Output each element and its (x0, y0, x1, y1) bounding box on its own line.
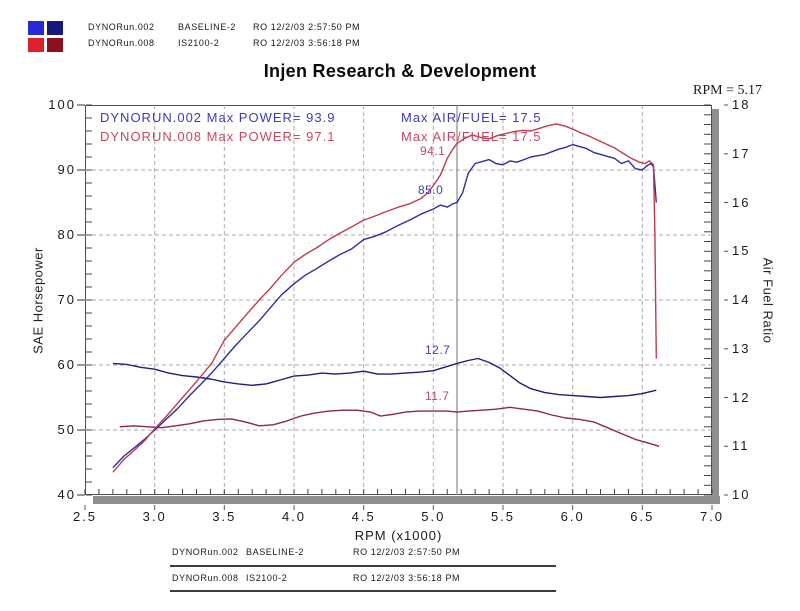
cursor-airfuel-run1: 12.7 (425, 343, 451, 357)
right-axis-tick-label: 10 (732, 487, 751, 502)
page-title: Injen Research & Development (263, 61, 537, 81)
right-axis-tick-label: 12 (732, 389, 751, 405)
x-axis-tick-label: 2.5 (72, 509, 98, 524)
run2-max-power-label: DYNORUN.008 Max POWER= 97.1 (100, 129, 336, 144)
cursor-rpm-readout: RPM = 5.17 (693, 83, 762, 98)
run2-max-airfuel-label: Max AIR/FUEL= 17.5 (401, 129, 542, 144)
x-axis-tick-label: 6.0 (560, 509, 585, 524)
header-run2-file: DYNORun.008 (88, 38, 155, 48)
run-color-legend (28, 21, 63, 52)
x-axis-tick-label: 3.5 (212, 509, 237, 524)
header-run1-label: BASELINE-2 (178, 22, 237, 32)
run1-bright-blue-swatch (28, 21, 44, 35)
right-axis-tick-label: 15 (732, 243, 751, 259)
right-axis-title: Air Fuel Ratio (760, 257, 776, 344)
run1-dark-blue-swatch (47, 21, 63, 35)
left-axis-tick-label: 50 (57, 422, 76, 437)
right-axis-tick-label: 14 (732, 292, 751, 307)
right-axis-tick-label: 17 (732, 145, 751, 161)
right-axis-tick-label: 13 (732, 340, 751, 356)
cursor-power-run1: 85.0 (418, 183, 444, 197)
cursor-power-run2: 94.1 (420, 144, 446, 158)
x-axis-tick-label: 7.0 (699, 509, 725, 524)
left-axis-tick-label: 60 (57, 357, 76, 372)
x-axis-tick-label: 4.0 (281, 509, 307, 524)
footer-run2-stamp: RO 12/2/03 3:56:18 PM (353, 573, 461, 583)
footer-divider-line-2 (170, 590, 556, 592)
x-axis-tick-label: 5.0 (421, 509, 446, 524)
left-axis-tick-label: 80 (57, 227, 76, 242)
footer-run1-stamp: RO 12/2/03 2:57:50 PM (353, 547, 461, 557)
footer-run1-label: BASELINE-2 (246, 547, 305, 557)
footer-run1-file: DYNORun.002 (172, 547, 239, 557)
right-axis-shadow-bar (711, 109, 719, 504)
right-axis-tick-label: 18 (732, 97, 751, 112)
x-axis-tick-label: 3.0 (142, 509, 167, 524)
right-axis-tick-label: 16 (732, 194, 751, 210)
header-run1-file: DYNORun.002 (88, 22, 155, 32)
right-axis-tick-label: 11 (732, 438, 750, 454)
left-axis-tick-label: 90 (57, 162, 76, 177)
footer-run2-label: IS2100-2 (246, 573, 288, 583)
header-run2-label: IS2100-2 (178, 38, 220, 48)
x-axis-tick-label: 5.5 (490, 509, 516, 524)
run2-bright-red-swatch (28, 38, 44, 52)
left-axis-tick-label: 40 (57, 487, 76, 502)
footer-divider-line-1 (170, 565, 556, 567)
run1-max-airfuel-label: Max AIR/FUEL= 17.5 (401, 110, 542, 125)
left-axis-tick-label: 70 (57, 292, 76, 307)
footer-run2-file: DYNORun.008 (172, 573, 239, 583)
run2-dark-red-swatch (47, 38, 63, 52)
x-axis-title: RPM (x1000) (354, 528, 443, 543)
left-axis-tick-label: 100 (48, 97, 76, 112)
x-axis-tick-label: 6.5 (630, 509, 655, 524)
cursor-airfuel-run2: 11.7 (425, 389, 450, 403)
run1-max-power-label: DYNORUN.002 Max POWER= 93.9 (100, 110, 336, 125)
left-axis-title: SAE Horsepower (30, 247, 46, 354)
header-run2-stamp: RO 12/2/03 3:56:18 PM (253, 38, 361, 48)
plot-area-border (85, 105, 712, 495)
header-run1-stamp: RO 12/2/03 2:57:50 PM (253, 22, 361, 32)
x-axis-tick-label: 4.5 (351, 509, 376, 524)
x-axis-shadow-bar (93, 496, 720, 504)
